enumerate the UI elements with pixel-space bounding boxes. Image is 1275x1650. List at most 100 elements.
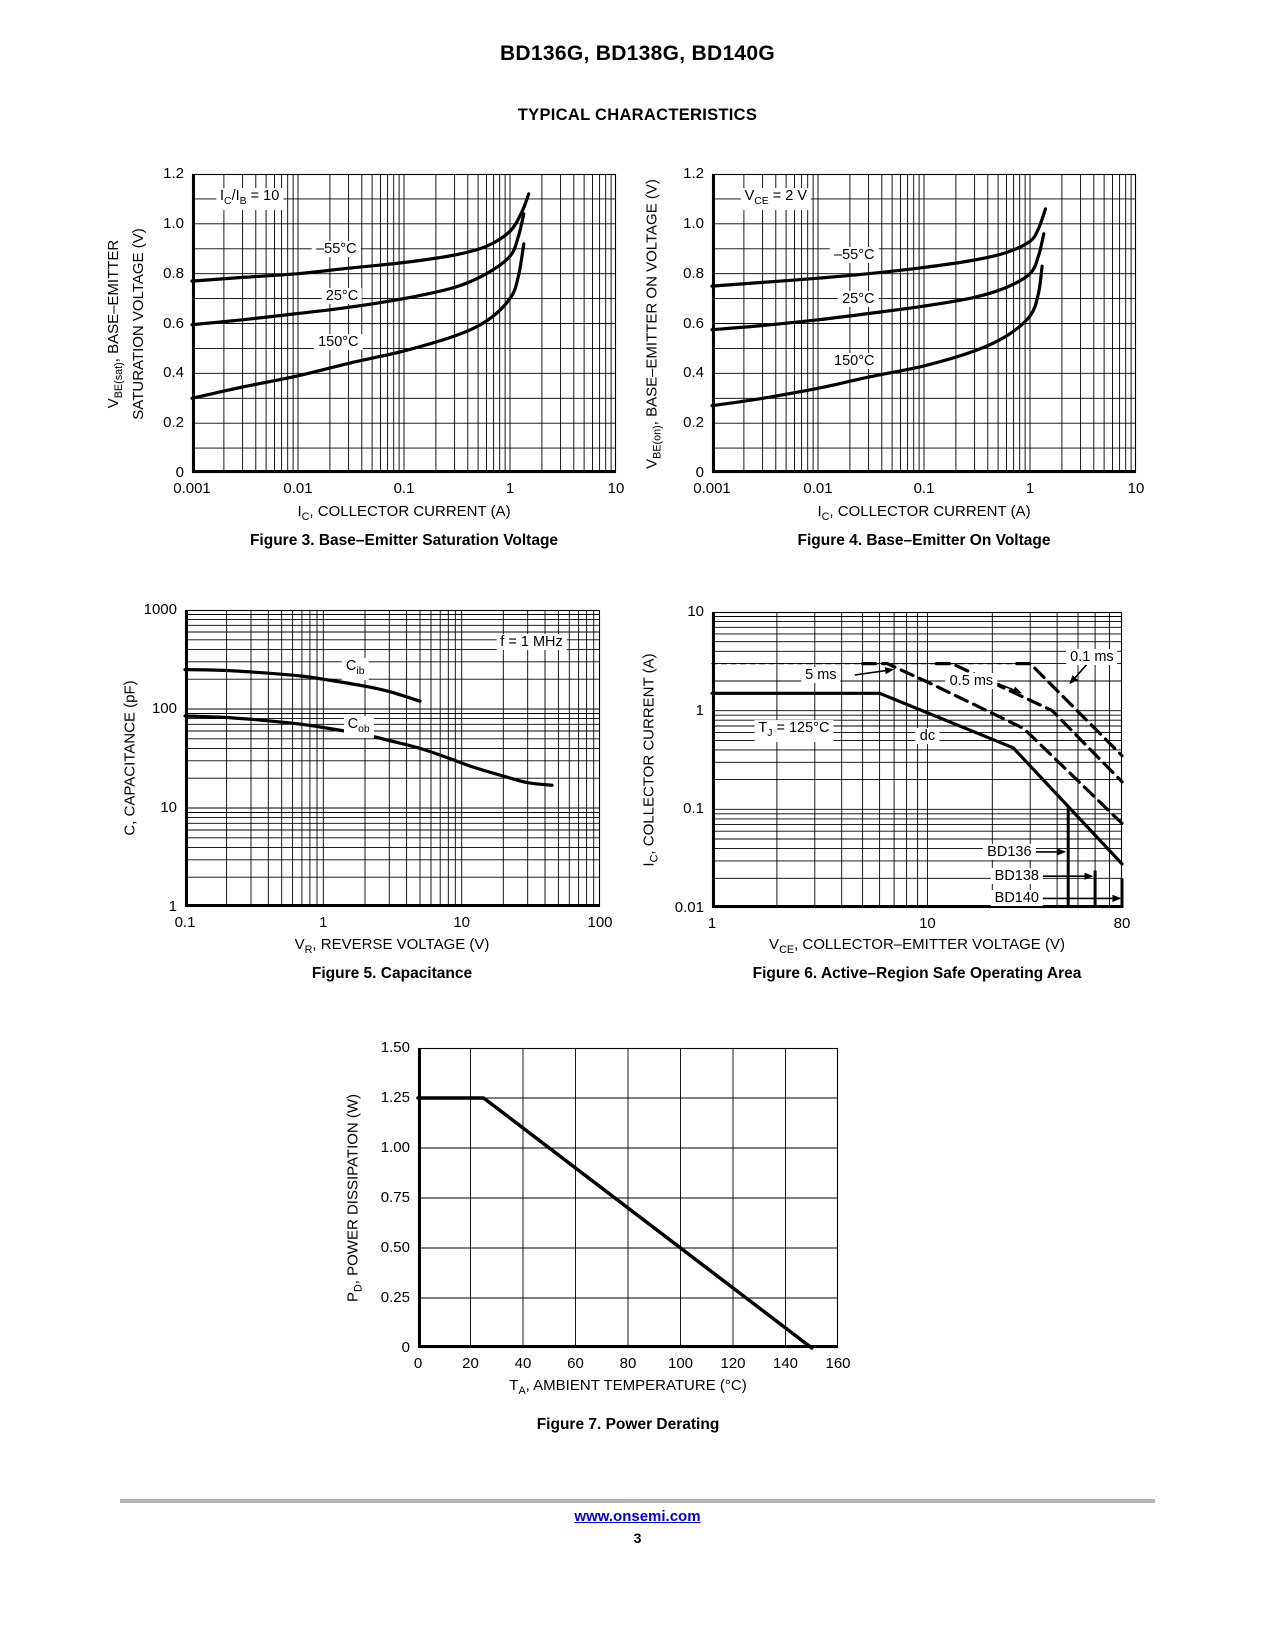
footer: www.onsemi.com [0, 1508, 1275, 1526]
chart-annotation: –55°C [830, 246, 879, 263]
chart-annotation: 25°C [321, 288, 363, 305]
x-tick-label: 0.001 [173, 480, 211, 497]
chart-annotation: BD138 [990, 868, 1043, 885]
chart-annotation: BD140 [990, 890, 1043, 907]
y-tick-label: 0.01 [674, 899, 704, 916]
x-tick-label: 0.1 [393, 480, 415, 497]
y-tick-label: 0.8 [163, 264, 184, 282]
fig5-caption: Figure 5. Capacitance [311, 965, 473, 982]
x-tick-label: 0.01 [803, 480, 833, 497]
chart-annotation: 25°C [838, 290, 879, 307]
chart-annotation: Cib [341, 657, 369, 680]
x-tick-label: 0.01 [283, 480, 313, 497]
chart-annotation: 150°C [314, 334, 363, 351]
y-tick-label: 0.2 [683, 414, 704, 432]
onsemi-link[interactable]: www.onsemi.com [574, 1508, 701, 1525]
figure7-power-derating-chart: 0 20 40 60 80 100 120 140 160 0 0.25 0.50 0.75 1.00 1.… [381, 1039, 851, 1372]
footer-divider [120, 1499, 1155, 1503]
x-tick-label: 0 [413, 1355, 423, 1372]
y-tick-label: 1000 [143, 601, 177, 618]
y-tick-label: 1 [168, 898, 177, 915]
section-title: TYPICAL CHARACTERISTICS [517, 106, 758, 124]
y-tick-label: 0.4 [163, 364, 184, 382]
y-tick-label: 1.2 [163, 165, 184, 182]
fig5-y-axis-title: C, CAPACITANCE (pF) [121, 680, 139, 836]
fig5-x-axis-title: VR, REVERSE VOLTAGE (V) [294, 936, 490, 956]
x-tick-label: 160 [825, 1355, 851, 1372]
y-tick-label: 1.25 [380, 1089, 410, 1106]
page-title: BD136G, BD138G, BD140G [499, 42, 776, 65]
x-tick-label: 100 [587, 914, 613, 931]
y-tick-label: 0.4 [683, 364, 704, 382]
figure6-safe-operating-area-chart: 1 10 80 0.01 0.1 1 10 5 ms 0.5 ms 0.1 ms TJ = 125°… [675, 603, 1131, 932]
x-tick-label: 80 [619, 1355, 637, 1372]
y-tick-label: 0.6 [163, 314, 184, 332]
chart-annotation: 0.1 ms [1066, 648, 1118, 665]
y-tick-label: 1.0 [163, 214, 184, 232]
x-tick-label: 0.1 [913, 480, 935, 497]
x-tick-label: 10 [453, 914, 470, 931]
fig7-y-axis-title: PD, POWER DISSIPATION (W) [344, 1093, 365, 1303]
x-tick-label: 0.001 [693, 480, 731, 497]
x-tick-label: 10 [1127, 480, 1145, 497]
x-tick-label: 10 [607, 480, 625, 497]
y-tick-label: 1.2 [683, 165, 704, 182]
fig5-plot-canvas [183, 609, 601, 908]
chart-annotation: dc [915, 727, 940, 744]
y-tick-label: 10 [160, 799, 177, 816]
chart-annotation: 0.5 ms [945, 672, 998, 689]
chart-annotation: –55°C [312, 240, 361, 257]
chart-annotation: IC/IB = 10 [216, 187, 284, 210]
x-tick-label: 1 [319, 914, 328, 931]
fig3-caption: Figure 3. Base–Emitter Saturation Voltag… [249, 532, 559, 549]
x-tick-label: 20 [462, 1355, 479, 1372]
x-tick-label: 1 [505, 480, 515, 497]
x-tick-label: 0.1 [174, 914, 196, 931]
x-tick-label: 80 [1113, 915, 1131, 932]
fig6-x-axis-title: VCE, COLLECTOR–EMITTER VOLTAGE (V) [769, 936, 1065, 956]
fig3-plot-canvas [190, 173, 617, 474]
x-tick-label: 1 [1025, 480, 1035, 497]
y-tick-label: 100 [151, 700, 177, 717]
fig7-caption: Figure 7. Power Derating [536, 1416, 720, 1433]
page-number: 3 [633, 1530, 642, 1546]
x-tick-label: 40 [514, 1355, 532, 1372]
fig4-x-axis-title: IC, COLLECTOR CURRENT (A) [817, 503, 1031, 523]
fig6-plot-canvas [710, 611, 1124, 909]
x-tick-label: 140 [772, 1355, 799, 1372]
fig4-caption: Figure 4. Base–Emitter On Voltage [797, 532, 1051, 549]
x-tick-label: 1 [707, 915, 717, 932]
fig3-x-axis-title: IC, COLLECTOR CURRENT (A) [297, 503, 511, 523]
y-tick-label: 0.50 [380, 1239, 410, 1256]
y-tick-label: 0.2 [163, 414, 184, 432]
y-tick-label: 0.8 [683, 264, 704, 282]
y-tick-label: 10 [687, 603, 704, 620]
y-tick-label: 1.50 [380, 1039, 410, 1056]
y-tick-label: 0.75 [380, 1189, 410, 1206]
fig4-plot-canvas [710, 173, 1137, 474]
x-tick-label: 60 [567, 1355, 584, 1372]
y-tick-label: 1 [695, 701, 704, 719]
figure5-capacitance-chart: 0.1 1 10 100 1 10 100 1000 f = 1 MHz Cib Cob [144, 601, 613, 931]
fig4-y-axis-title: VBE(on), BASE–EMITTER ON VOLTAGE (V) [643, 179, 664, 469]
y-tick-label: 0.6 [683, 314, 704, 332]
x-tick-label: 100 [667, 1355, 694, 1372]
chart-annotation: f = 1 MHz [496, 633, 567, 650]
chart-annotation: 150°C [830, 352, 879, 369]
y-tick-label: 0 [401, 1339, 410, 1356]
fig6-caption: Figure 6. Active–Region Safe Operating A… [752, 965, 1082, 982]
figure3-base-emitter-saturation-voltage-chart: 0.001 0.01 0.1 1 10 0 0.2 0.4 0.6 0.8 1.0 1.2 IC/IB … [163, 165, 624, 497]
y-tick-label: 1.0 [683, 214, 704, 232]
fig6-y-axis-title: IC, COLLECTOR CURRENT (A) [640, 653, 661, 867]
fig7-x-axis-title: TA, AMBIENT TEMPERATURE (°C) [509, 1377, 747, 1397]
fig3-y-axis-title: VBE(sat), BASE–EMITTER SATURATION VOLTAG… [105, 228, 147, 420]
chart-annotation: VCE = 2 V [740, 187, 812, 210]
chart-annotation: 5 ms [801, 666, 841, 683]
y-tick-label: 0.1 [683, 800, 704, 818]
y-tick-label: 0.25 [380, 1289, 410, 1306]
x-tick-label: 10 [919, 915, 936, 932]
chart-annotation: BD136 [983, 843, 1036, 860]
fig7-plot-canvas [416, 1047, 839, 1350]
y-tick-label: 0 [695, 464, 704, 481]
